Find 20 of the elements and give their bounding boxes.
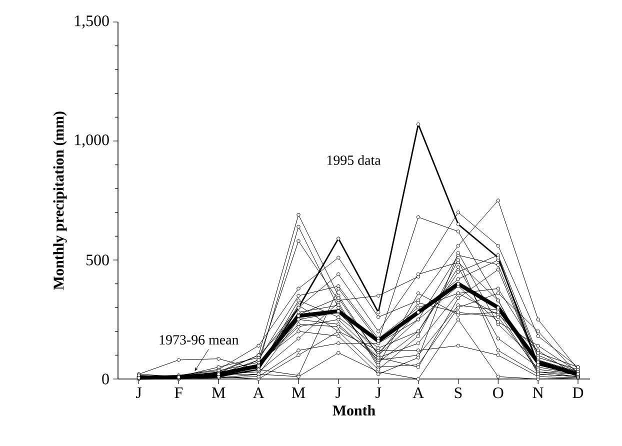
- x-tick-label: J: [136, 388, 142, 398]
- x-tick-label: J: [336, 388, 342, 398]
- y-tick-label: 1,500: [75, 15, 109, 29]
- x-tick-label: O: [493, 388, 504, 398]
- x-tick-label: J: [376, 388, 382, 398]
- series-label: 1973-96 mean: [160, 335, 239, 345]
- x-tick-label: N: [532, 388, 544, 398]
- y-tick-label: 500: [86, 254, 109, 266]
- x-tick-label: M: [292, 388, 306, 398]
- y-tick-label: 0: [102, 374, 109, 384]
- x-axis-title: Month: [332, 405, 376, 416]
- x-tick-label: A: [252, 388, 264, 398]
- x-tick-label: M: [212, 388, 226, 398]
- x-tick-label: S: [454, 388, 462, 398]
- x-tick-label: D: [572, 388, 584, 398]
- y-axis-title: Monthly precipitation (mm): [53, 112, 67, 290]
- text: 1995 data: [327, 155, 381, 165]
- y-tick-label: 1,000: [75, 134, 109, 148]
- x-tick-label: F: [174, 388, 183, 398]
- x-tick-label: A: [412, 388, 424, 398]
